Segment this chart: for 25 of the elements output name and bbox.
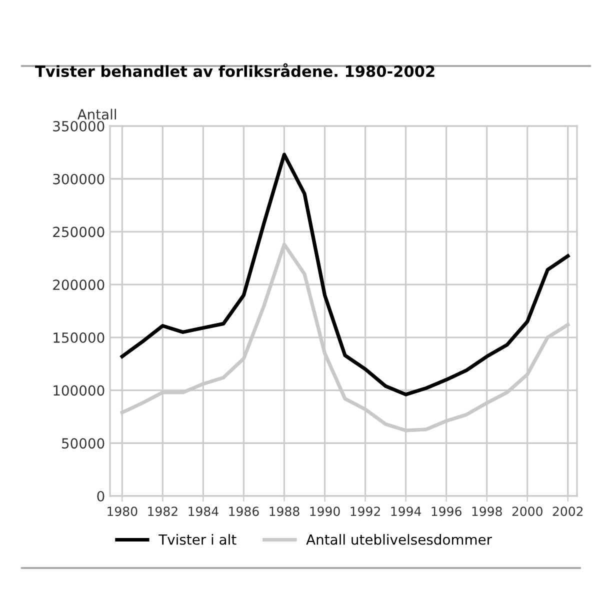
x-tick-label: 1994 (391, 506, 422, 516)
x-tick-label: 1982 (148, 506, 178, 516)
x-tick-label: 1988 (270, 506, 300, 516)
y-tick-label: 0 (97, 490, 104, 502)
chart-title: Tvister behandlet av forliksrådene. 1980-2002 (35, 63, 434, 78)
x-tick-label: 1996 (432, 506, 462, 516)
x-tick-label: 1992 (350, 506, 380, 516)
x-tick-label: 1980 (108, 506, 138, 516)
legend-label: Antall uteblivelsesdommer (306, 534, 492, 545)
x-tick-label: 2000 (512, 506, 542, 516)
line-series (120, 152, 570, 396)
y-tick-label: 250000 (53, 226, 104, 238)
y-tick-label: 50000 (62, 438, 104, 449)
x-tick-label: 1998 (472, 506, 502, 516)
x-tick-label: 1986 (229, 506, 259, 516)
x-tick-label: 2002 (552, 506, 583, 516)
y-tick-label: 100000 (54, 385, 104, 396)
legend-label: Tvister i alt (158, 534, 236, 545)
y-tick-label: 350000 (53, 120, 104, 132)
y-tick-label: 300000 (53, 174, 104, 184)
x-tick-label: 1990 (310, 506, 340, 516)
x-tick-label: 1984 (188, 506, 218, 516)
y-tick-label: 200000 (53, 280, 104, 290)
y-tick-label: 150000 (54, 332, 104, 343)
y-axis-title: Antall (77, 108, 116, 120)
